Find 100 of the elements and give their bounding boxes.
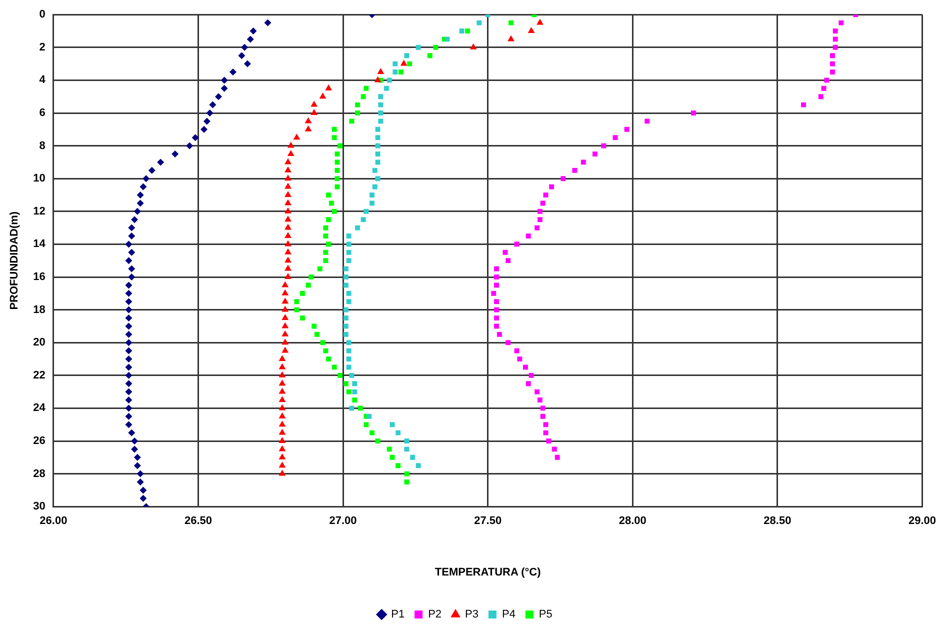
point [410, 454, 416, 460]
point [284, 273, 292, 279]
point [355, 225, 360, 230]
point [470, 43, 477, 50]
point [506, 340, 511, 346]
point [346, 250, 352, 255]
point [375, 152, 380, 156]
point [832, 28, 838, 34]
point [346, 290, 352, 296]
point [375, 143, 380, 148]
point [416, 463, 421, 468]
point [506, 258, 511, 264]
point [378, 118, 384, 124]
point [282, 322, 289, 328]
point [502, 250, 508, 255]
point [278, 404, 286, 410]
point [323, 258, 328, 264]
point [325, 84, 332, 90]
point [465, 28, 470, 34]
point [332, 208, 337, 214]
point [284, 264, 292, 271]
point [404, 480, 410, 484]
point [323, 225, 328, 230]
legend-label: P3 [465, 608, 478, 621]
point [284, 199, 292, 206]
y-tick-label: 0 [39, 8, 46, 21]
point [372, 168, 378, 173]
point [346, 242, 352, 247]
point [284, 224, 292, 230]
point [352, 381, 358, 386]
point [284, 158, 292, 164]
point [537, 217, 542, 222]
point [612, 135, 618, 140]
point [306, 282, 311, 288]
point [349, 406, 354, 411]
point [284, 166, 292, 172]
point [494, 307, 499, 312]
point [554, 454, 560, 460]
point [396, 430, 401, 436]
point [300, 316, 305, 320]
point [343, 266, 348, 272]
point [523, 364, 528, 370]
point [346, 234, 352, 238]
point [319, 92, 326, 99]
point [346, 348, 352, 354]
point [433, 44, 438, 50]
point [404, 53, 410, 58]
point [404, 438, 410, 444]
point [824, 78, 830, 83]
point [543, 430, 548, 436]
point [278, 380, 286, 386]
point [338, 143, 343, 148]
point [830, 61, 835, 66]
point [375, 176, 380, 182]
point [326, 192, 332, 198]
point [494, 274, 499, 280]
point [528, 27, 535, 33]
point [818, 94, 824, 100]
point [384, 86, 389, 91]
point [284, 191, 292, 197]
point [282, 330, 289, 336]
point [375, 126, 380, 132]
point [294, 307, 300, 312]
point [278, 445, 286, 452]
point [284, 232, 292, 238]
y-tick-label: 4 [39, 74, 46, 86]
point [326, 217, 332, 222]
point [278, 420, 286, 427]
point [644, 118, 650, 124]
point [282, 306, 289, 312]
point [343, 274, 348, 280]
point [370, 430, 374, 436]
point [396, 463, 401, 468]
point [287, 150, 294, 156]
point [349, 118, 354, 124]
y-tick-label: 28 [33, 468, 46, 480]
point [284, 248, 292, 254]
point [282, 338, 289, 345]
point [404, 446, 410, 452]
x-tick-label: 27.00 [329, 515, 357, 528]
point [278, 371, 286, 378]
x-tick-label: 28.50 [764, 515, 792, 528]
point [358, 406, 363, 411]
point [282, 314, 289, 320]
x-tick-label: 28.00 [618, 515, 646, 528]
point [378, 94, 384, 100]
point [830, 70, 835, 74]
y-tick-label: 22 [33, 369, 46, 382]
point [494, 316, 499, 320]
x-tick-label: 26.50 [184, 515, 212, 528]
point [310, 109, 318, 115]
point [398, 70, 404, 74]
y-tick-label: 26 [33, 435, 46, 448]
y-tick-label: 16 [33, 271, 46, 284]
point [278, 428, 286, 435]
point [332, 126, 337, 132]
point [334, 176, 340, 182]
point [343, 381, 348, 386]
point [326, 356, 332, 362]
point [352, 389, 358, 394]
